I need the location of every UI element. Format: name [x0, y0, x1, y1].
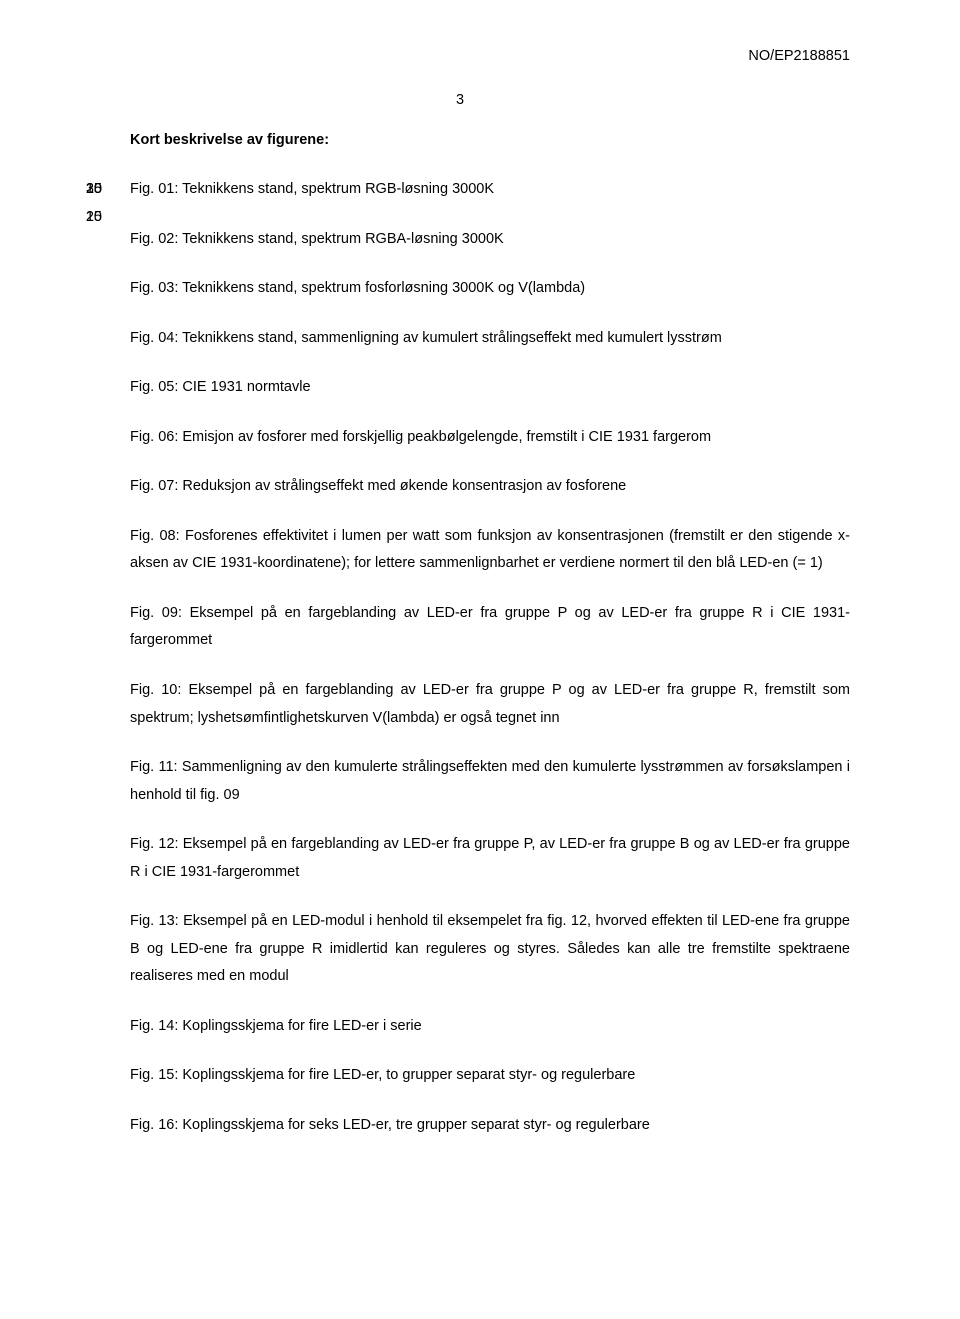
paragraph-text: Fig. 11: Sammenligning av den kumulerte …: [130, 759, 850, 803]
paragraph: Fig. 15: Koplingsskjema for fire LED-er,…: [130, 1062, 850, 1090]
line-number: 30: [72, 176, 102, 204]
paragraph-text: Fig. 09: Eksempel på en fargeblanding av…: [130, 605, 850, 649]
paragraph: 20 Fig. 11: Sammenligning av den kumuler…: [130, 754, 850, 809]
paragraph-text: Fig. 03: Teknikkens stand, spektrum fosf…: [130, 280, 585, 296]
paragraph-text: Fig. 13: Eksempel på en LED-modul i henh…: [130, 913, 850, 984]
paragraph: Fig. 07: Reduksjon av strålingseffekt me…: [130, 473, 850, 501]
paragraph: Fig. 10: Eksempel på en fargeblanding av…: [130, 677, 850, 732]
paragraph: Fig. 05: CIE 1931 normtavle: [130, 374, 850, 402]
paragraph: 5 Fig. 03: Teknikkens stand, spektrum fo…: [130, 275, 850, 303]
paragraph: Fig. 01: Teknikkens stand, spektrum RGB-…: [130, 176, 850, 204]
paragraph: 15 Fig. 09: Eksempel på en fargeblanding…: [130, 600, 850, 655]
paragraph: Fig. 08: Fosforenes effektivitet i lumen…: [130, 523, 850, 578]
line-number: 25: [72, 204, 102, 232]
page-number: 3: [70, 92, 850, 108]
document-page: NO/EP2188851 3 Kort beskrivelse av figur…: [0, 0, 960, 1319]
paragraph: 30 Fig. 16: Koplingsskjema for seks LED-…: [130, 1112, 850, 1140]
paragraph: 25 Fig. 13: Eksempel på en LED-modul i h…: [130, 908, 850, 991]
paragraph-text: Fig. 06: Emisjon av fosforer med forskje…: [130, 429, 711, 445]
paragraph: Fig. 02: Teknikkens stand, spektrum RGBA…: [130, 226, 850, 254]
paragraph-text: Fig. 16: Koplingsskjema for seks LED-er,…: [130, 1117, 650, 1133]
section-title: Kort beskrivelse av figurene:: [130, 132, 850, 148]
document-number: NO/EP2188851: [70, 48, 850, 64]
paragraph: Fig. 04: Teknikkens stand, sammenligning…: [130, 325, 850, 353]
paragraph: 10 Fig. 06: Emisjon av fosforer med fors…: [130, 424, 850, 452]
content-body: Fig. 01: Teknikkens stand, spektrum RGB-…: [130, 176, 850, 1140]
paragraph: Fig. 12: Eksempel på en fargeblanding av…: [130, 831, 850, 886]
paragraph: Fig. 14: Koplingsskjema for fire LED-er …: [130, 1013, 850, 1041]
